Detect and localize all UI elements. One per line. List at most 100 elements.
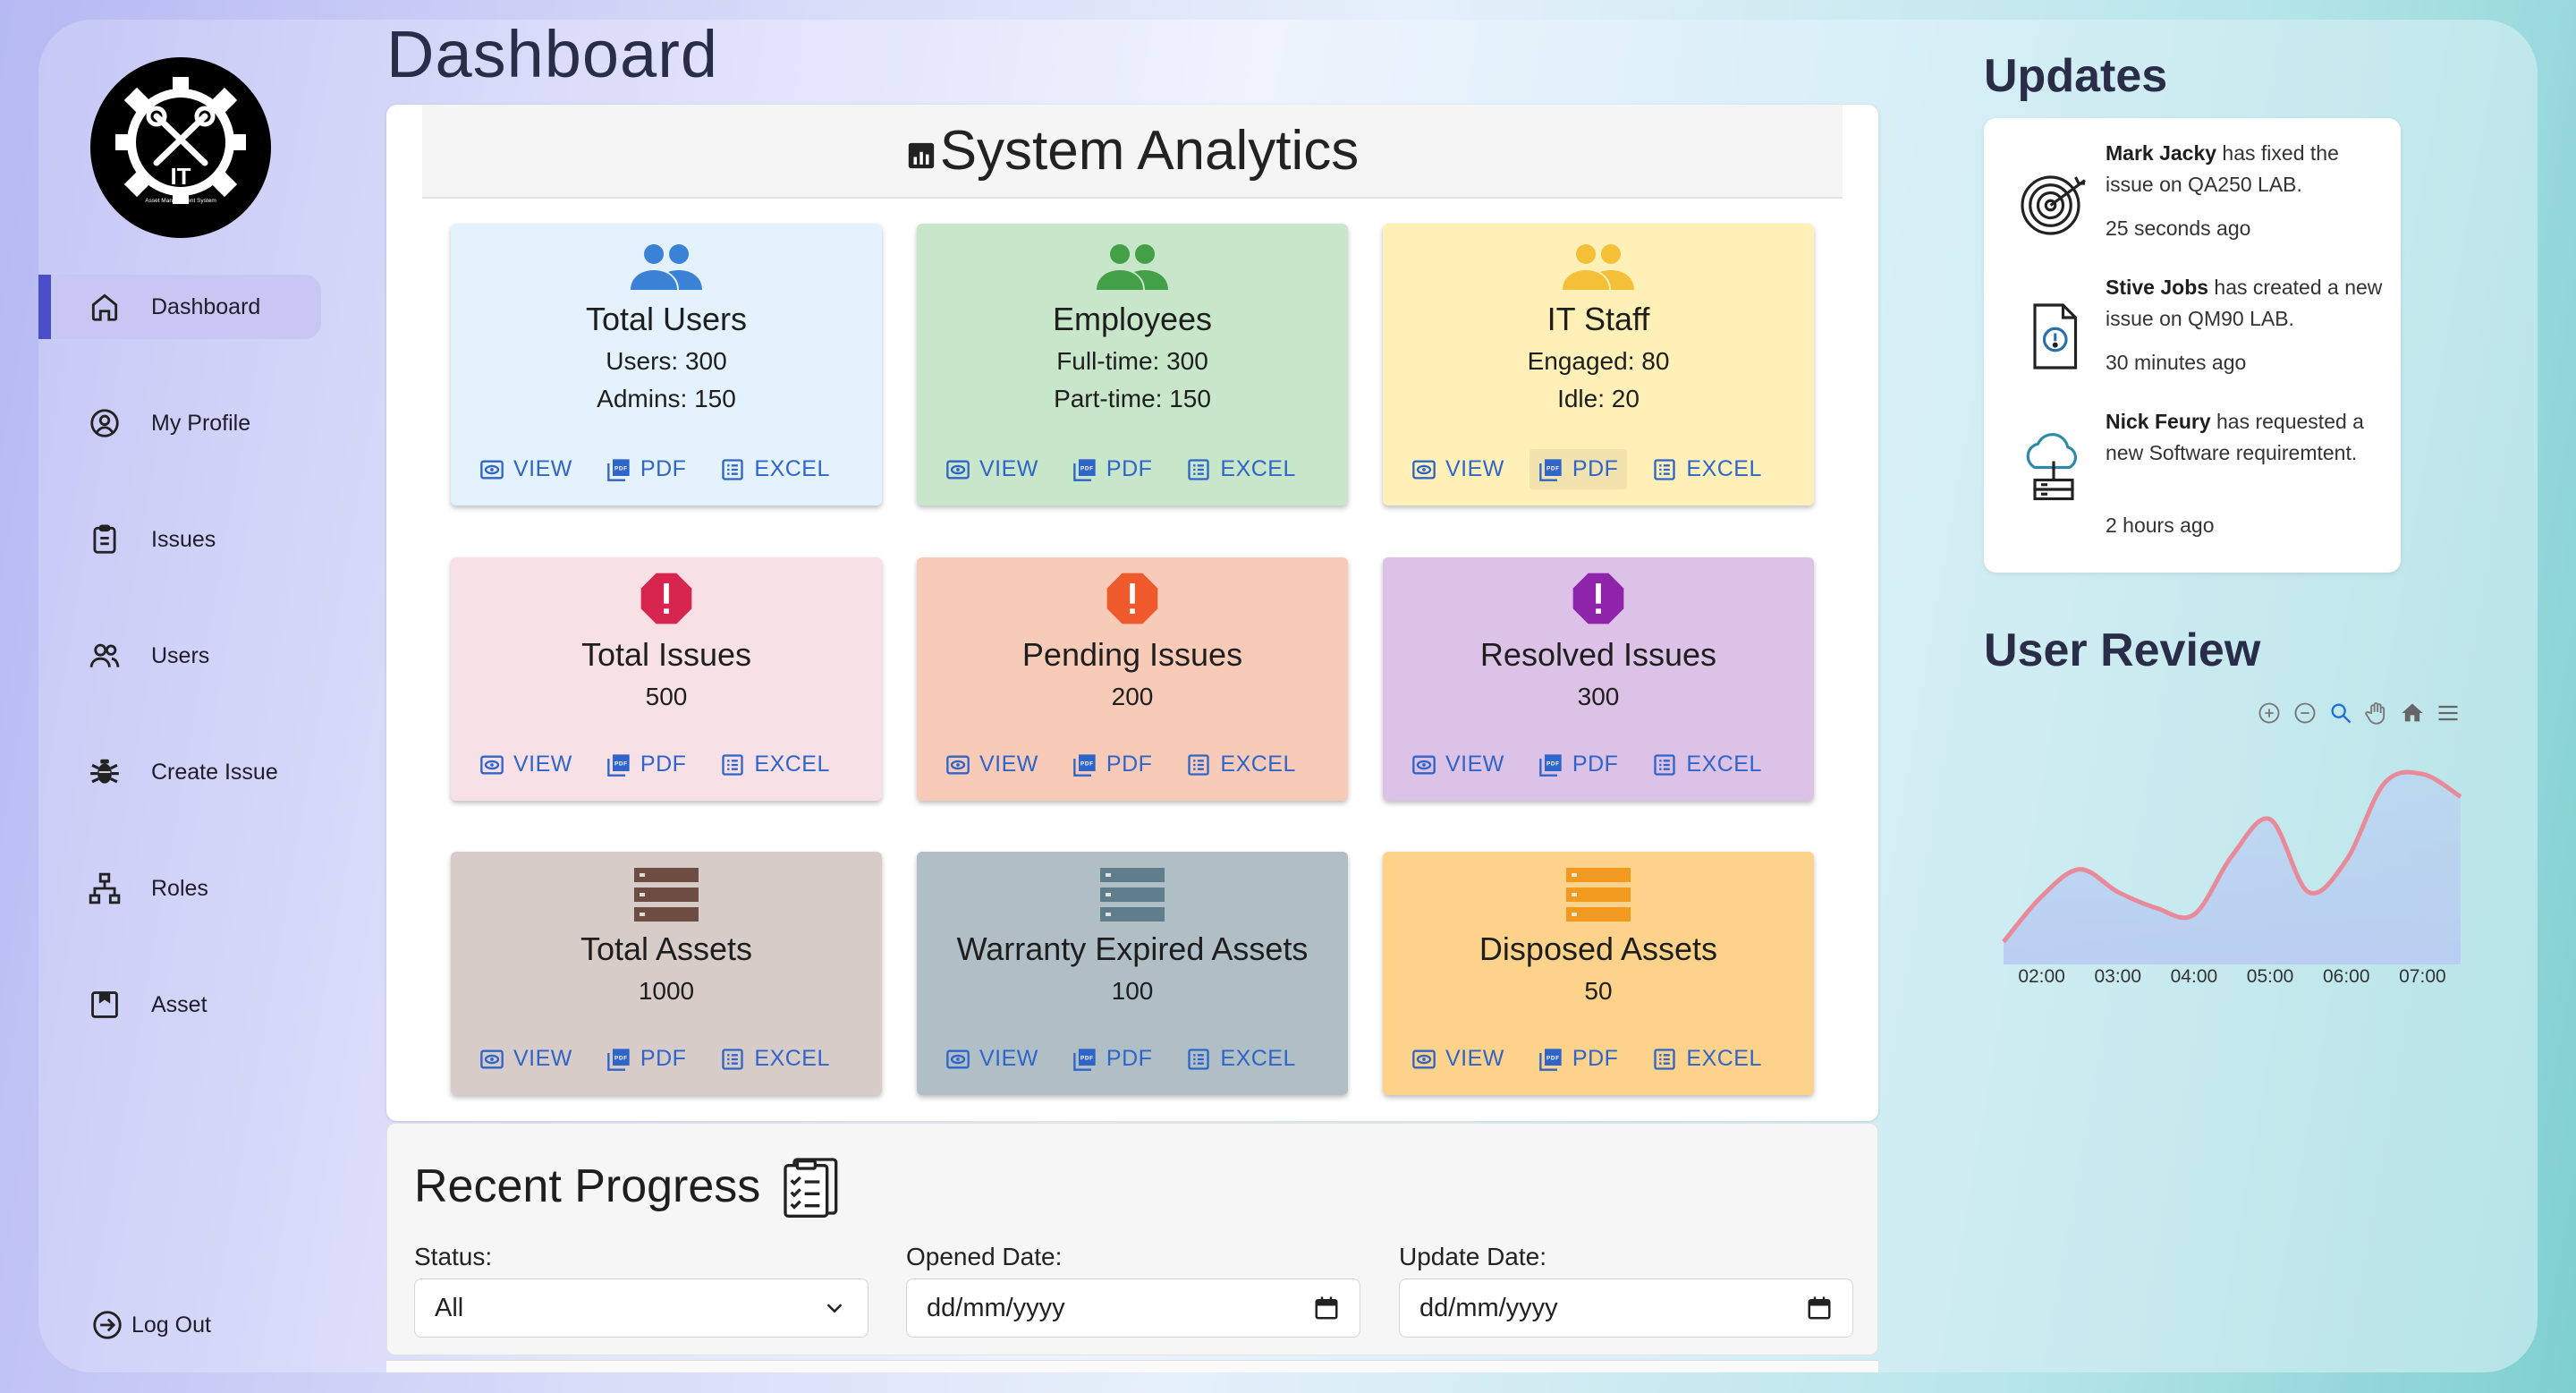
view-button[interactable]: VIEW	[936, 744, 1047, 785]
pdf-button[interactable]: PDF PDF	[1529, 449, 1628, 489]
excel-list-icon	[1188, 1048, 1210, 1070]
zoom-in-icon	[2258, 702, 2280, 724]
chart-toolbar	[2254, 698, 2463, 728]
alert-octagon-icon	[1383, 557, 1814, 629]
pdf-icon: PDF	[1539, 753, 1562, 777]
pdf-button[interactable]: PDF PDF	[1530, 744, 1628, 785]
sidebar-item-my-profile[interactable]: My Profile	[38, 391, 321, 455]
x-tick-label: 06:00	[2322, 966, 2370, 987]
calendar-icon[interactable]	[1806, 1295, 1833, 1321]
sidebar-item-dashboard[interactable]: Dashboard	[38, 275, 321, 339]
card-stat: Engaged: 80	[1527, 347, 1670, 375]
excel-list-icon	[722, 1048, 744, 1070]
sidebar-item-create-issue[interactable]: Create Issue	[38, 740, 321, 804]
pdf-label: PDF	[640, 456, 687, 481]
zoom-out-button[interactable]	[2290, 698, 2320, 728]
excel-list-icon	[1654, 1048, 1676, 1070]
analytics-card-warranty-expired-assets: Warranty Expired Assets 100 VIEW PDF PDF EXCE…	[917, 852, 1348, 1095]
storage-icon	[917, 852, 1348, 923]
pdf-button[interactable]: PDF PDF	[597, 744, 696, 785]
update-message: has created a new issue on QM90 LAB.	[2106, 276, 2383, 330]
selection-zoom-button[interactable]	[2326, 698, 2356, 728]
view-icon	[1412, 1049, 1436, 1068]
excel-button[interactable]: EXCEL	[711, 1039, 838, 1079]
excel-button[interactable]: EXCEL	[1177, 1039, 1304, 1079]
pdf-icon: PDF	[1073, 1048, 1096, 1071]
update-author: Mark Jacky	[2106, 141, 2217, 165]
opened-date-filter: Opened Date: dd/mm/yyyy	[906, 1243, 1360, 1338]
sidebar-item-label: Asset	[151, 991, 208, 1017]
pdf-icon: PDF	[607, 753, 630, 777]
excel-button[interactable]: EXCEL	[1643, 449, 1770, 489]
status-filter: Status: All	[414, 1243, 869, 1338]
opened-date-input[interactable]: dd/mm/yyyy	[906, 1278, 1360, 1338]
chart-menu-button[interactable]	[2433, 698, 2463, 728]
update-text: Mark Jacky has fixed the issue on QA250 …	[2106, 138, 2383, 200]
view-label: VIEW	[979, 456, 1038, 481]
calendar-icon[interactable]	[1313, 1295, 1340, 1321]
pdf-button[interactable]: PDF PDF	[1063, 744, 1162, 785]
excel-list-icon	[1654, 458, 1676, 480]
excel-button[interactable]: EXCEL	[711, 744, 838, 785]
pdf-button[interactable]: PDF PDF	[1530, 1039, 1628, 1079]
view-label: VIEW	[979, 752, 1038, 777]
pdf-button[interactable]: PDF PDF	[597, 1039, 696, 1079]
zoom-out-icon	[2294, 702, 2316, 724]
sidebar-item-roles[interactable]: Roles	[38, 856, 321, 921]
sidebar-nav: Dashboard My Profile Issues Users Create…	[38, 275, 343, 1089]
analytics-card-total-assets: Total Assets 1000 VIEW PDF PDF EXCEL	[451, 852, 882, 1095]
view-button[interactable]: VIEW	[470, 1039, 581, 1079]
status-select[interactable]: All	[414, 1278, 869, 1338]
logo-subtitle: Asset Management System	[145, 198, 216, 204]
update-date-input[interactable]: dd/mm/yyyy	[1399, 1278, 1853, 1338]
update-time: 25 seconds ago	[2106, 217, 2251, 240]
view-label: VIEW	[513, 752, 572, 777]
pdf-icon: PDF	[607, 1048, 630, 1071]
pdf-button[interactable]: PDF PDF	[1063, 449, 1162, 489]
document-alert-icon	[2033, 303, 2078, 369]
page-title: Dashboard	[386, 17, 719, 91]
view-button[interactable]: VIEW	[936, 1039, 1047, 1079]
view-button[interactable]: VIEW	[470, 449, 581, 489]
excel-list-icon	[722, 458, 744, 480]
card-stat: 500	[645, 683, 688, 710]
logout-button[interactable]: Log Out	[90, 1308, 211, 1342]
sidebar-item-issues[interactable]: Issues	[38, 507, 321, 572]
card-stat: Admins: 150	[597, 385, 736, 412]
view-button[interactable]: VIEW	[1402, 744, 1513, 785]
view-button[interactable]: VIEW	[470, 744, 581, 785]
view-button[interactable]: VIEW	[936, 449, 1047, 489]
view-icon	[946, 755, 970, 774]
svg-text:PDF: PDF	[1546, 760, 1560, 767]
card-actions: VIEW PDF PDF EXCEL	[470, 744, 839, 785]
excel-button[interactable]: EXCEL	[1643, 1039, 1770, 1079]
pan-button[interactable]	[2361, 698, 2392, 728]
view-button[interactable]: VIEW	[1402, 449, 1513, 489]
excel-button[interactable]: EXCEL	[711, 449, 838, 489]
pdf-button[interactable]: PDF PDF	[597, 449, 696, 489]
sidebar-item-users[interactable]: Users	[38, 624, 321, 688]
update-message: has requested a new Software requiremten…	[2106, 410, 2364, 464]
excel-list-icon	[1188, 753, 1210, 776]
chart-area	[2004, 772, 2461, 964]
view-button[interactable]: VIEW	[1402, 1039, 1513, 1079]
svg-text:PDF: PDF	[1080, 1055, 1094, 1061]
view-icon	[946, 1049, 970, 1068]
excel-button[interactable]: EXCEL	[1177, 449, 1304, 489]
sidebar-item-asset[interactable]: Asset	[38, 973, 321, 1037]
card-actions: VIEW PDF PDF EXCEL	[470, 1039, 839, 1079]
excel-button[interactable]: EXCEL	[1643, 744, 1770, 785]
analytics-card-resolved-issues: Resolved Issues 300 VIEW PDF PDF EXCEL	[1383, 557, 1814, 801]
recent-progress-heading: Recent Progress	[414, 1151, 848, 1222]
card-actions: VIEW PDF PDF EXCEL	[1402, 1039, 1771, 1079]
pdf-button[interactable]: PDF PDF	[1063, 1039, 1162, 1079]
hierarchy-icon	[89, 872, 121, 905]
user-circle-icon	[90, 409, 119, 437]
analytics-card-pending-issues: Pending Issues 200 VIEW PDF PDF EXCEL	[917, 557, 1348, 801]
excel-button[interactable]: EXCEL	[1177, 744, 1304, 785]
pdf-icon: PDF	[607, 458, 630, 481]
zoom-in-button[interactable]	[2254, 698, 2284, 728]
sidebar-item-label: Issues	[151, 526, 216, 552]
x-tick-label: 07:00	[2399, 966, 2446, 987]
reset-zoom-button[interactable]	[2397, 698, 2428, 728]
